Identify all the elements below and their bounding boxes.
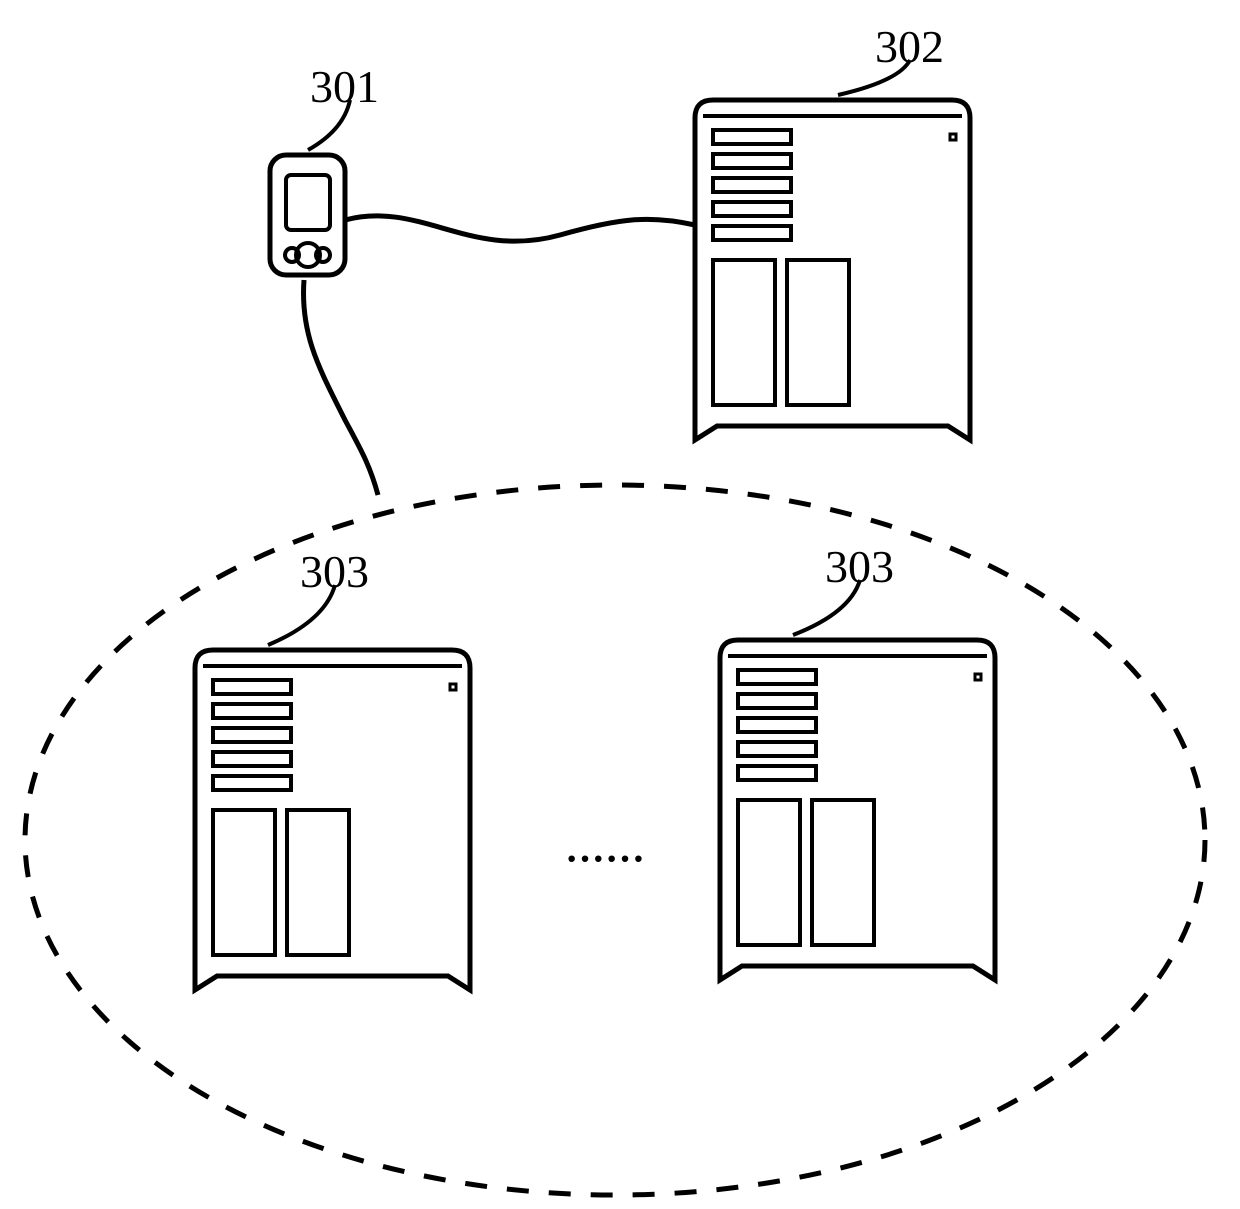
server-top bbox=[695, 100, 970, 440]
connection-phone-to-group bbox=[303, 280, 378, 495]
diagram-canvas: 301 302 303 303 ······ bbox=[0, 0, 1240, 1209]
label-303-right: 303 bbox=[825, 540, 894, 593]
label-301: 301 bbox=[310, 60, 379, 113]
diagram-svg bbox=[0, 0, 1240, 1209]
server-left bbox=[195, 650, 470, 990]
connection-phone-to-top-server bbox=[345, 216, 695, 241]
label-303-left: 303 bbox=[300, 545, 369, 598]
server-right bbox=[720, 640, 995, 980]
phone-device bbox=[270, 155, 345, 275]
label-302: 302 bbox=[875, 20, 944, 73]
ellipsis-dots: ······ bbox=[565, 835, 645, 882]
